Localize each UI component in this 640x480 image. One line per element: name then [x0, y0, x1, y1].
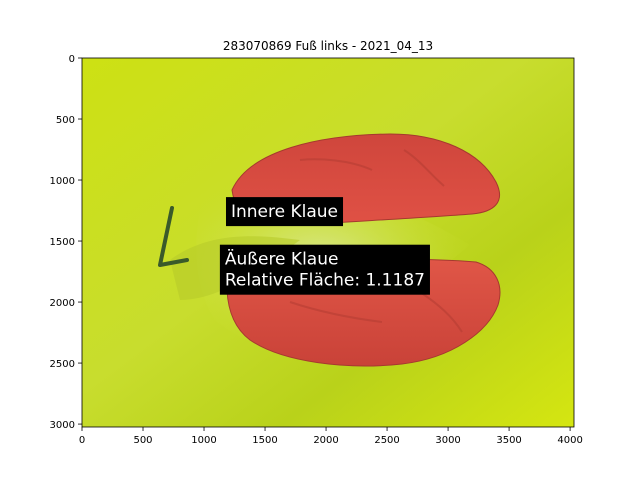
pen-mark [158, 206, 189, 267]
x-tick-label: 1000 [191, 435, 216, 446]
x-tick-label: 0 [79, 435, 85, 446]
x-tick-label: 2000 [313, 435, 338, 446]
y-axis: 0 500 1000 1500 2000 2500 3000 [50, 54, 82, 431]
x-tick-label: 500 [133, 435, 152, 446]
plot-frame [81, 57, 575, 428]
y-tick-label: 3000 [50, 420, 75, 431]
inner-claw-texture [299, 149, 445, 187]
y-tick-label: 1500 [50, 237, 75, 248]
x-tick-label: 3500 [496, 435, 521, 446]
outer-claw-texture [289, 291, 463, 333]
x-tick-label: 1500 [252, 435, 277, 446]
outer-claw-label-text: Äußere Klaue [225, 249, 339, 270]
inner-claw-label-box [225, 197, 344, 227]
y-tick-label: 0 [69, 54, 75, 65]
outer-claw-label-box [219, 244, 430, 295]
chart-title: 283070869 Fuß links - 2021_04_13 [223, 39, 433, 53]
y-tick-label: 2500 [50, 359, 75, 370]
x-tick-label: 4000 [557, 435, 582, 446]
x-tick-label: 3000 [435, 435, 460, 446]
x-tick-label: 2500 [374, 435, 399, 446]
inner-claw-label-text: Innere Klaue [231, 202, 338, 222]
image-plot [82, 58, 574, 427]
x-axis: 0 500 1000 1500 2000 2500 3000 3500 4000 [79, 427, 583, 446]
y-tick-label: 2000 [50, 298, 75, 309]
y-tick-label: 1000 [50, 176, 75, 187]
y-tick-label: 500 [56, 115, 75, 126]
inner-claw-label: Innere Klaue [225, 197, 344, 227]
outer-claw-label-text: Relative Fläche: 1.1187 [225, 271, 425, 291]
